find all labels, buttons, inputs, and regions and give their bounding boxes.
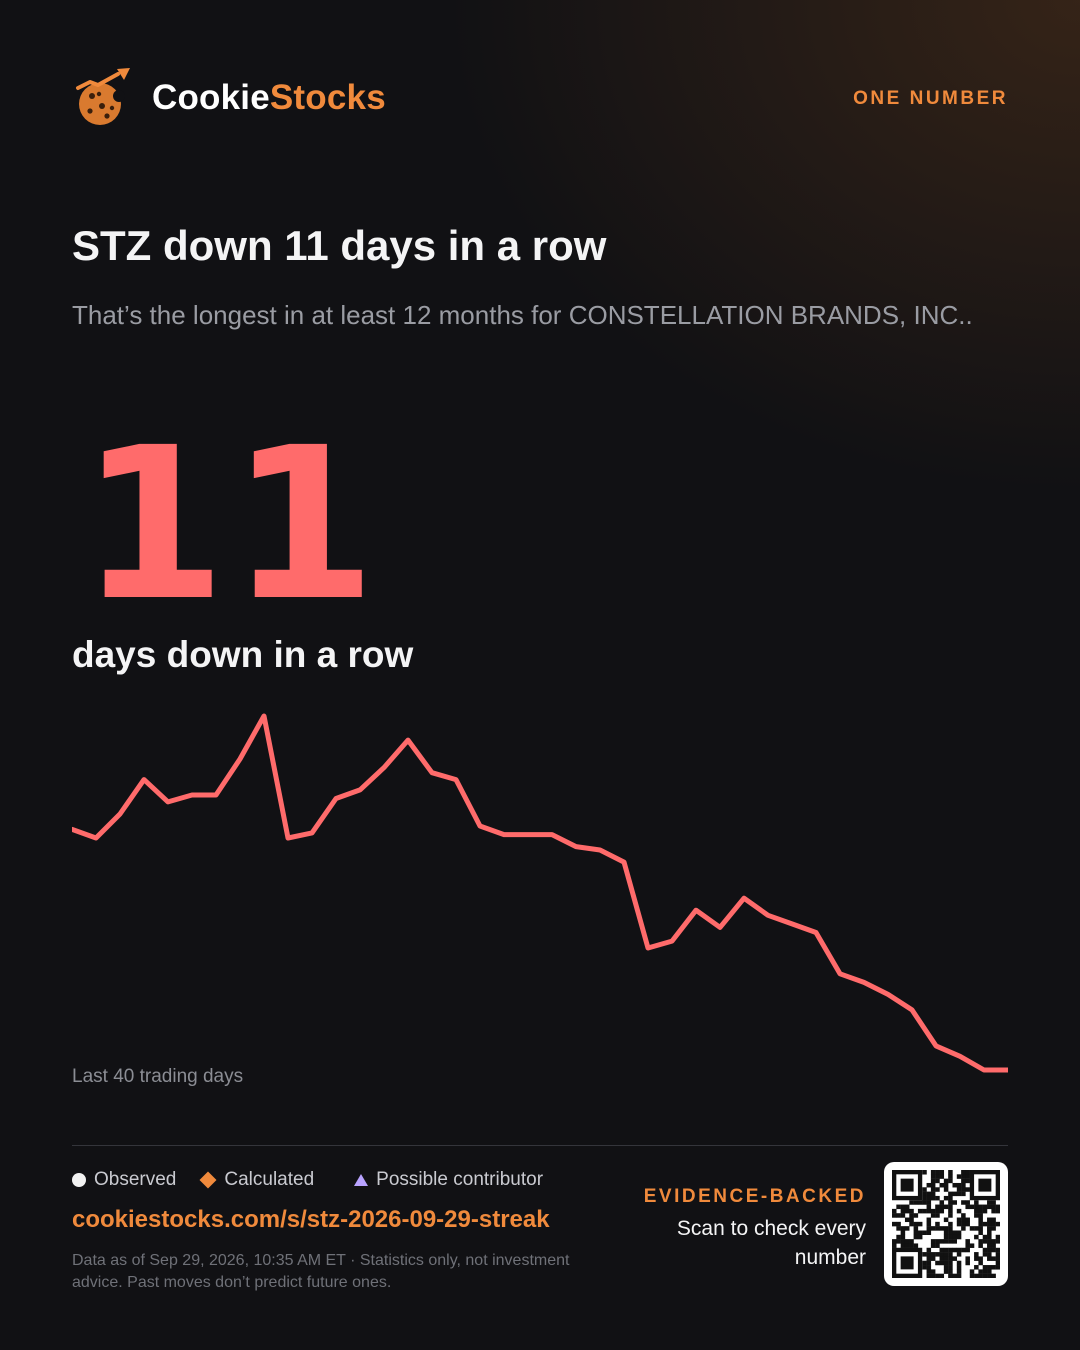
legend-observed: Observed <box>72 1169 176 1191</box>
evidence-title: EVIDENCE-BACKED <box>643 1186 866 1207</box>
qr-code[interactable] <box>884 1162 1008 1286</box>
legend: Observed Calculated Possible contributor <box>72 1167 567 1193</box>
brand-name-part1: Cookie <box>152 78 270 117</box>
qr-code-icon <box>892 1170 1000 1278</box>
disclaimer: Data as of Sep 29, 2026, 10:35 AM ET · S… <box>72 1252 570 1291</box>
big-number: 11 <box>80 402 381 647</box>
evidence-text: Scan to check every number <box>676 1217 866 1269</box>
header: CookieStocks ONE NUMBER <box>72 66 1008 130</box>
contributor-triangle-icon <box>354 1174 369 1186</box>
eyebrow-label: ONE NUMBER <box>853 88 1008 109</box>
divider <box>72 1145 1008 1146</box>
legend-possible-label: Possible contributor <box>376 1169 544 1190</box>
chart-caption: Last 40 trading days <box>72 1066 244 1087</box>
brand-name-part2: Stocks <box>269 78 386 117</box>
headline: STZ down 11 days in a row <box>72 222 607 269</box>
observed-dot-icon <box>72 1173 86 1187</box>
legend-observed-label: Observed <box>94 1169 177 1190</box>
calculated-diamond-icon <box>199 1171 217 1189</box>
story-link[interactable]: cookiestocks.com/s/stz-2026-09-29-streak <box>72 1206 550 1233</box>
series-line <box>72 713 1008 1073</box>
cookie-chart-icon <box>76 68 130 125</box>
legend-calculated-label: Calculated <box>224 1169 315 1190</box>
legend-possible-contributor: Possible contributor <box>338 1169 543 1191</box>
price-line-chart <box>72 713 1008 1073</box>
legend-calculated: Calculated <box>199 1169 315 1191</box>
evidence-block: EVIDENCE-BACKED Scan to check every numb… <box>644 1186 866 1272</box>
brand-name: CookieStocks <box>152 78 386 118</box>
subtitle: That’s the longest in at least 12 months… <box>72 300 973 330</box>
big-number-label: days down in a row <box>72 634 414 675</box>
